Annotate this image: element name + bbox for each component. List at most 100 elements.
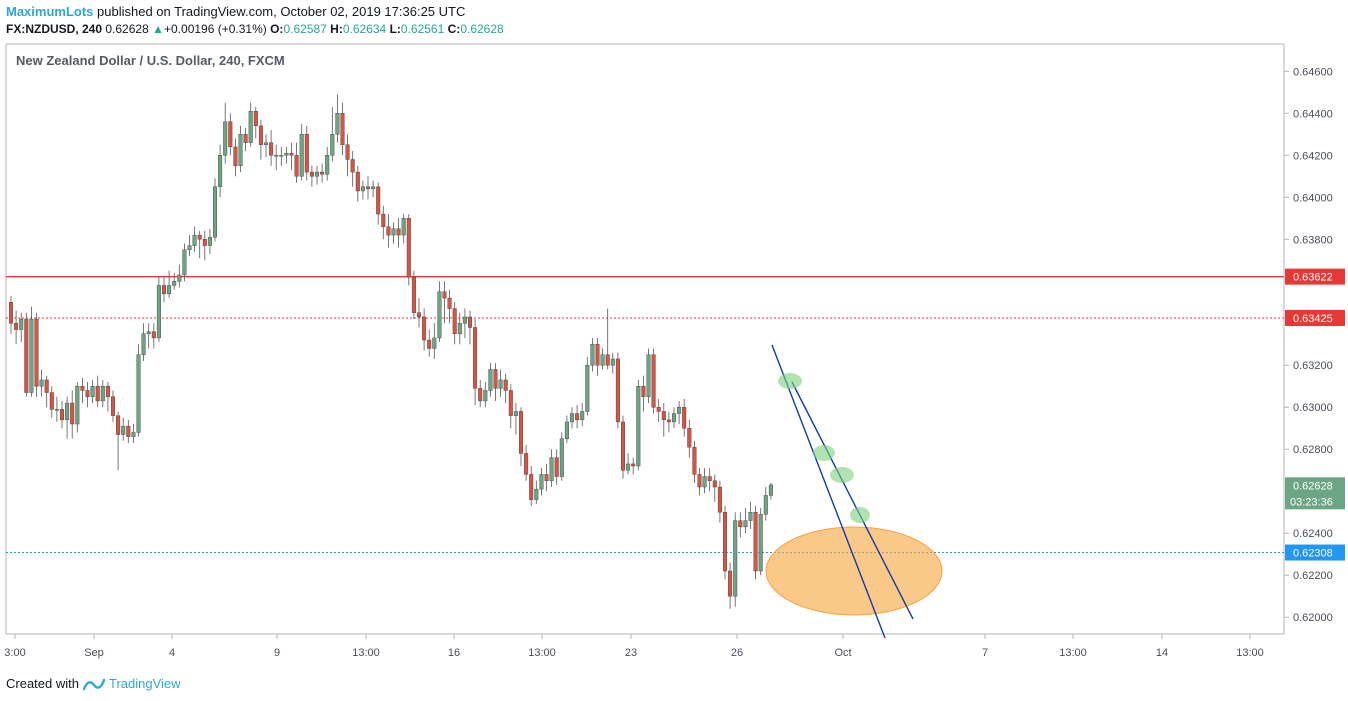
candle-body: [488, 369, 493, 391]
candle: [325, 146, 330, 181]
high-value: 0.62634: [342, 22, 387, 36]
price-label-text: 0.63622: [1293, 272, 1333, 284]
candle-body: [177, 274, 182, 282]
demand-zone-ellipse[interactable]: [765, 526, 943, 616]
candle-body: [585, 365, 590, 412]
candle-body: [575, 413, 580, 421]
candle-body: [763, 495, 768, 515]
candle: [371, 180, 376, 198]
candle: [452, 302, 457, 345]
candle-body: [666, 419, 671, 423]
candle-body: [646, 354, 651, 397]
candle-body: [396, 228, 401, 236]
candle: [743, 508, 748, 534]
candle: [575, 405, 580, 429]
candle: [554, 449, 559, 485]
time-tick-label: 3:00: [4, 647, 25, 659]
candle-body: [641, 386, 646, 397]
candle-body: [90, 386, 95, 397]
candle: [391, 222, 396, 244]
candle-body: [758, 514, 763, 572]
candle-body: [350, 159, 355, 173]
candle-body: [279, 155, 284, 157]
channel-line-lower[interactable]: [791, 381, 914, 620]
candle: [238, 125, 243, 173]
low-value: 0.62561: [400, 22, 445, 36]
candle-body: [447, 297, 452, 309]
candle-body: [19, 318, 24, 330]
candle-body: [442, 291, 447, 299]
candle: [350, 151, 355, 187]
candle-body: [570, 413, 575, 423]
candle-body: [422, 316, 427, 341]
price-tick-label: 0.62200: [1293, 570, 1333, 582]
candle: [330, 106, 335, 162]
time-tick-label: Oct: [834, 647, 851, 659]
candle: [304, 125, 309, 181]
candle: [223, 102, 228, 164]
candle-body: [360, 186, 365, 192]
candle: [24, 312, 29, 397]
candle: [753, 505, 758, 580]
time-tick-label: 14: [1156, 647, 1168, 659]
candle-body: [187, 245, 192, 250]
candle: [274, 144, 279, 170]
candle-body: [39, 379, 44, 387]
candle: [85, 382, 90, 408]
candle: [146, 323, 151, 349]
time-tick-label: 13:00: [1059, 647, 1087, 659]
candle-body: [748, 512, 753, 521]
price-tick-label: 0.64400: [1293, 108, 1333, 120]
price-tick-label: 0.62000: [1293, 612, 1333, 624]
candle-body: [299, 134, 304, 177]
time-tick-label: 13:00: [352, 647, 380, 659]
candle: [723, 505, 728, 580]
candle: [320, 163, 325, 183]
candle-body: [197, 234, 202, 240]
candle: [80, 377, 85, 404]
candle: [641, 375, 646, 412]
candle: [315, 165, 320, 185]
time-tick-label: 7: [982, 647, 988, 659]
candle-body: [172, 281, 177, 286]
candle: [44, 375, 49, 408]
close-label: C:: [447, 22, 461, 36]
candle: [116, 411, 121, 471]
candle-body: [513, 411, 518, 416]
tradingview-link[interactable]: TradingView: [108, 676, 181, 691]
candle: [401, 214, 406, 244]
candle-body: [381, 213, 386, 227]
candle: [131, 424, 136, 443]
candle: [748, 501, 753, 530]
candle-body: [682, 407, 687, 429]
candle: [243, 127, 248, 152]
candle-body: [182, 249, 187, 276]
candle: [29, 306, 34, 397]
candle-body: [534, 488, 539, 500]
candle: [524, 445, 529, 481]
candle: [763, 487, 768, 521]
open-value: 0.62587: [283, 22, 327, 36]
price-chart[interactable]: New Zealand Dollar / U.S. Dollar, 240, F…: [0, 42, 1348, 664]
candle-body: [631, 463, 636, 467]
candle-body: [529, 474, 534, 500]
candle: [600, 348, 605, 370]
candle-body: [549, 457, 554, 481]
candle: [75, 382, 80, 433]
candle-body: [105, 386, 110, 397]
candle: [207, 228, 212, 254]
candle: [355, 165, 360, 202]
candle-body: [330, 134, 335, 156]
candle: [65, 396, 70, 439]
price-label-bg: [1285, 477, 1345, 510]
channel-line-upper[interactable]: [771, 344, 886, 639]
candle-body: [391, 228, 396, 236]
change-value: +0.00196 (+0.31%): [164, 22, 267, 36]
published-text: published on TradingView.com, October 02…: [97, 4, 466, 19]
price-label: 0.63622: [1285, 268, 1345, 285]
touch-marker: [850, 507, 870, 523]
candle-body: [274, 155, 279, 157]
candle: [8, 295, 13, 334]
author-link[interactable]: MaximumLots: [6, 4, 94, 19]
candle-body: [728, 570, 733, 597]
